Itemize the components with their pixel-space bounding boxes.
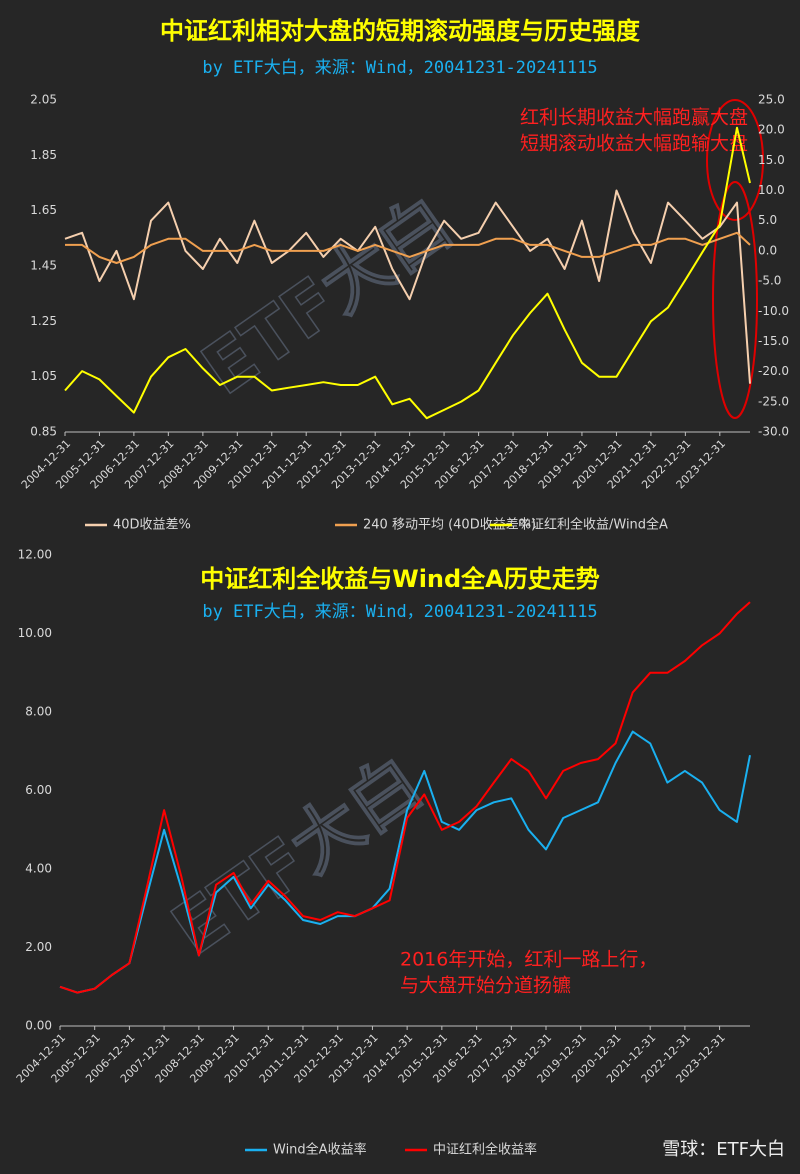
y2-tick-label: 0.0 (758, 243, 777, 257)
y-tick-label: 2.05 (30, 93, 57, 107)
annotation: 短期滚动收益大幅跑输大盘 (520, 133, 748, 155)
y2-tick-label: 25.0 (758, 93, 785, 107)
y-tick-label: 1.25 (30, 314, 57, 328)
highlight-ellipse (706, 99, 764, 221)
y-tick-label: 12.00 (18, 548, 52, 562)
y2-tick-label: -5.0 (758, 274, 781, 288)
y-tick-label: 2.00 (25, 940, 52, 954)
highlight-ellipse (712, 181, 758, 419)
series-line (64, 126, 751, 420)
y2-tick-label: 15.0 (758, 153, 785, 167)
footer: 雪球：ETF大白 (662, 1139, 785, 1160)
annotation: 红利长期收益大幅跑赢大盘 (520, 107, 748, 129)
y2-tick-label: -20.0 (758, 364, 789, 378)
y2-tick-label: -25.0 (758, 394, 789, 408)
y2-tick-label: -10.0 (758, 304, 789, 318)
y-tick-label: 1.65 (30, 203, 57, 217)
legend-label: 中证红利全收益/Wind全A (518, 517, 668, 533)
y-tick-label: 8.00 (25, 705, 52, 719)
legend-label: 中证红利全收益率 (433, 1142, 537, 1158)
y-tick-label: 1.85 (30, 148, 57, 162)
y2-tick-label: 5.0 (758, 213, 777, 227)
y-tick-label: 0.00 (25, 1019, 52, 1033)
y-tick-label: 4.00 (25, 862, 52, 876)
annotation: 2016年开始，红利一路上行， (400, 949, 657, 971)
series-line (65, 231, 751, 264)
y-tick-label: 10.00 (18, 626, 52, 640)
y-tick-label: 1.05 (30, 369, 57, 383)
chart-title: 中证红利相对大盘的短期滚动强度与历史强度 (160, 17, 641, 45)
y2-tick-label: -15.0 (758, 334, 789, 348)
series-line (59, 730, 751, 994)
y2-tick-label: 10.0 (758, 183, 785, 197)
legend-label: Wind全A收益率 (273, 1142, 367, 1158)
chart-subtitle: by ETF大白，来源：Wind，20041231-20241115 (202, 58, 597, 78)
chart-subtitle: by ETF大白，来源：Wind，20041231-20241115 (202, 602, 597, 622)
annotation: 与大盘开始分道扬镳 (400, 975, 571, 997)
y2-tick-label: -30.0 (758, 425, 789, 439)
chart-title: 中证红利全收益与Wind全A历史走势 (200, 565, 600, 593)
y2-tick-label: 20.0 (758, 123, 785, 137)
y-tick-label: 0.85 (30, 425, 57, 439)
legend-label: 240 移动平均 (40D收益差%) (363, 518, 536, 533)
series-line (59, 601, 751, 994)
y-tick-label: 6.00 (25, 783, 52, 797)
y-tick-label: 1.45 (30, 259, 57, 273)
series-line (64, 189, 751, 384)
legend-label: 40D收益差% (113, 518, 191, 533)
